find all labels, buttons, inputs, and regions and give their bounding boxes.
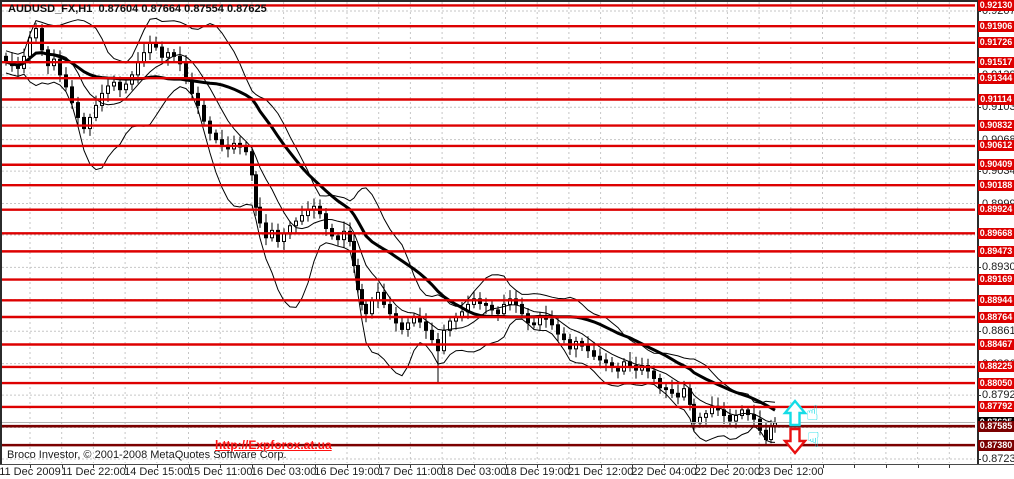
time-tick-mark [790, 465, 792, 468]
time-axis-label: 17 Dec 11:00 [378, 466, 443, 478]
chart-title: AUDUSD_FX,H1 0.87604 0.87664 0.87554 0.8… [8, 3, 267, 15]
level-price-label[interactable]: 0.91344 [978, 72, 1014, 84]
close-value: 0.87625 [226, 3, 267, 15]
time-axis-label: 16 Dec 19:00 [314, 466, 380, 478]
time-tick-mark [251, 465, 253, 468]
signal-down-arrow-icon [782, 427, 808, 455]
time-tick-mark [125, 465, 127, 468]
signal-up-arrow-icon [782, 399, 808, 427]
time-tick-mark [220, 465, 222, 468]
time-tick-mark [283, 465, 285, 468]
time-tick-mark [347, 465, 348, 468]
level-price-label[interactable]: 0.90188 [978, 179, 1014, 191]
time-tick-mark [568, 465, 570, 468]
time-axis-label: 15 Dec 11:00 [187, 466, 253, 478]
time-tick-mark [537, 465, 539, 468]
time-tick-mark [93, 465, 95, 468]
price-tick-mark [977, 107, 981, 109]
level-price-label[interactable]: 0.91517 [978, 56, 1014, 68]
time-axis-label: 11 Dec 22:00 [61, 466, 126, 478]
level-price-label[interactable]: 0.88050 [978, 377, 1014, 389]
time-tick-mark [442, 465, 444, 468]
time-axis-label: 18 Dec 03:00 [441, 466, 507, 478]
time-tick-mark [917, 465, 919, 468]
symbol-period-label: AUDUSD_FX,H1 [8, 3, 93, 15]
time-tick-mark [473, 465, 475, 468]
time-axis-label: 21 Dec 12:00 [567, 466, 634, 478]
level-price-label[interactable]: 0.91906 [978, 20, 1014, 32]
level-price-label[interactable]: 0.90832 [978, 120, 1014, 132]
time-tick-mark [759, 465, 761, 468]
time-tick-mark [378, 465, 380, 468]
level-price-label[interactable]: 0.89473 [978, 245, 1014, 257]
time-tick-mark [822, 465, 824, 468]
signal-hand-up-icon: ☝ [806, 401, 819, 425]
time-tick-mark [695, 465, 697, 468]
watermark-link[interactable]: http://Expforox.at.ua [215, 438, 332, 452]
time-axis-label: 23 Dec 12:00 [758, 466, 824, 478]
time-axis-label: 11 Dec 2009 [0, 466, 61, 478]
price-tick-mark [977, 267, 981, 269]
time-tick-mark [188, 465, 190, 468]
level-price-label[interactable]: 0.88225 [978, 361, 1014, 373]
time-tick-mark [727, 465, 729, 468]
level-price-label[interactable]: 0.87380 [978, 439, 1014, 451]
time-tick-mark [885, 465, 887, 468]
time-tick-mark [854, 465, 856, 468]
price-tick-mark [977, 11, 981, 12]
level-price-label[interactable]: 0.87585 [978, 420, 1014, 432]
time-axis-label: 14 Dec 15:00 [124, 466, 190, 478]
level-price-label[interactable]: 0.90409 [978, 159, 1014, 171]
slow-ma-line [5, 51, 776, 412]
level-price-label[interactable]: 0.91114 [978, 93, 1014, 105]
time-axis-label: 18 Dec 19:00 [504, 466, 570, 478]
time-tick-mark [315, 465, 317, 468]
level-price-label[interactable]: 0.88764 [978, 311, 1014, 323]
level-price-label[interactable]: 0.87792 [978, 401, 1014, 413]
price-tick-mark [977, 139, 981, 141]
price-tick-mark [977, 331, 981, 333]
time-axis-label: 22 Dec 04:00 [631, 466, 697, 478]
time-tick-mark [30, 465, 31, 468]
signal-hand-down-icon: ☟ [807, 428, 820, 452]
time-axis-line [0, 464, 1014, 465]
level-price-label[interactable]: 0.89924 [978, 204, 1014, 216]
price-tick-mark [977, 203, 981, 205]
open-value: 0.87604 [98, 3, 139, 15]
level-price-label[interactable]: 0.90612 [978, 140, 1014, 152]
high-value: 0.87664 [141, 3, 182, 15]
level-price-label[interactable]: 0.88467 [978, 339, 1014, 350]
level-price-label[interactable]: 0.91726 [978, 37, 1014, 49]
price-tick-mark [977, 459, 981, 460]
time-axis-label: 22 Dec 20:00 [694, 466, 761, 478]
time-tick-mark [61, 465, 63, 468]
support-resistance-lines[interactable] [2, 4, 975, 447]
price-tick-mark [977, 171, 981, 173]
bollinger-upper-band [5, 17, 776, 404]
level-price-label[interactable]: 0.88944 [978, 294, 1014, 306]
level-price-label[interactable]: 0.89668 [978, 227, 1014, 239]
low-value: 0.87554 [184, 3, 224, 15]
price-tick-mark [977, 395, 981, 397]
price-tick-label: 0.87230 [982, 453, 1014, 465]
copyright-text: Broco Investor, © 2001-2008 MetaQuotes S… [7, 449, 287, 461]
time-tick-mark [410, 465, 412, 468]
level-price-label[interactable]: 0.89169 [978, 274, 1014, 286]
time-tick-mark [949, 465, 951, 468]
time-tick-mark [156, 465, 158, 468]
time-tick-mark [505, 465, 507, 468]
time-tick-mark [632, 465, 634, 468]
time-axis-label: 16 Dec 03:00 [250, 466, 317, 478]
time-tick-mark [664, 465, 665, 468]
time-tick-mark [600, 465, 602, 468]
level-price-label[interactable]: 0.92130 [978, 0, 1014, 11]
